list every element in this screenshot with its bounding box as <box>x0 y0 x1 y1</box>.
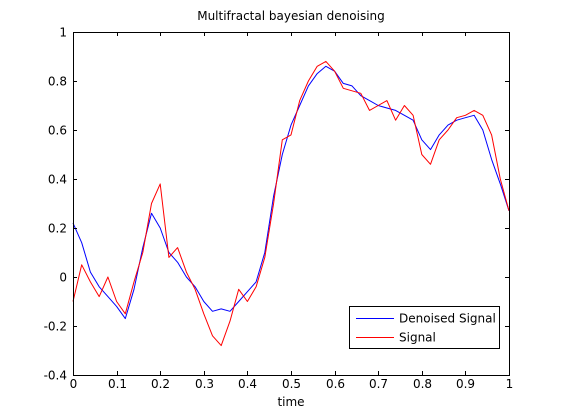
y-tick-label: 0.6 <box>48 124 67 138</box>
y-tick-label: 0.4 <box>48 173 67 187</box>
x-axis-label: time <box>277 395 304 409</box>
x-tick-label: 0.7 <box>369 377 388 391</box>
y-tick-label: -0.4 <box>44 369 67 383</box>
x-axis: 0 0.1 0.2 0.3 0.4 0.5 0.6 0.7 0.8 0.9 1 <box>70 32 514 391</box>
series-line-signal <box>72 60 510 347</box>
y-axis: -0.4 -0.2 0 0.2 0.4 0.6 0.8 1 <box>44 26 509 383</box>
x-tick-label: 0.2 <box>151 377 170 391</box>
x-tick-label: 0.9 <box>456 377 475 391</box>
y-tick-label: -0.2 <box>44 320 67 334</box>
x-tick-label: 0.6 <box>326 377 345 391</box>
chart-title: Multifractal bayesian denoising <box>197 9 385 23</box>
y-tick-label: 0 <box>59 271 67 285</box>
legend: Denoised Signal Signal <box>349 306 500 349</box>
x-tick-label: 0.8 <box>413 377 432 391</box>
x-tick-label: 0.3 <box>195 377 214 391</box>
x-tick-label: 0.5 <box>282 377 301 391</box>
x-tick-label: 0.1 <box>108 377 127 391</box>
x-tick-label: 1 <box>506 377 514 391</box>
legend-box <box>349 306 500 349</box>
legend-label-denoised: Denoised Signal <box>399 312 496 326</box>
legend-label-signal: Signal <box>399 331 436 345</box>
y-tick-label: 0.2 <box>48 222 67 236</box>
series-line-denoised <box>72 65 510 320</box>
y-tick-label: 0.8 <box>48 75 67 89</box>
series-layer <box>72 60 510 347</box>
y-tick-label: 1 <box>59 26 67 40</box>
x-tick-label: 0.4 <box>238 377 257 391</box>
x-tick-label: 0 <box>70 377 78 391</box>
